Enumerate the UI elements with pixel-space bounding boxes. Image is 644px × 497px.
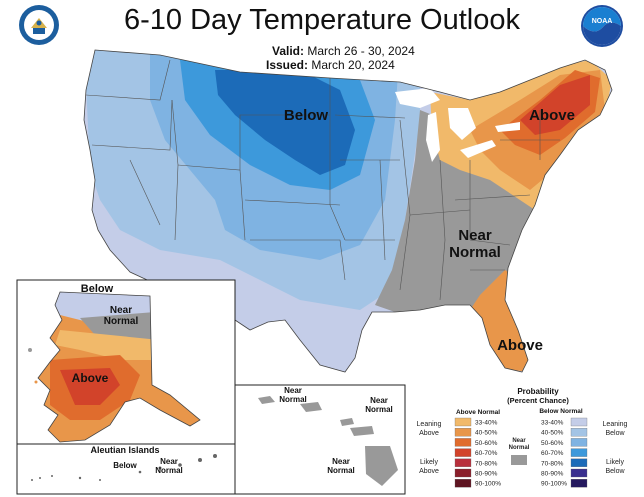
lake-erie (460, 140, 496, 158)
below-bin-label-0: 33-40% (541, 420, 564, 427)
lake-huron (448, 108, 476, 140)
near-normal-swatch (511, 455, 527, 465)
issued-label: Issued: (266, 58, 309, 72)
near-normal-legend-2: Normal (509, 445, 530, 451)
above-bin-label-2: 50-60% (475, 440, 498, 447)
below-swatch-2 (570, 438, 588, 447)
label-near-hawaii-2-text: Near (370, 396, 388, 405)
above-swatches: 33-40% 40-50% 50-60% 60-70% 70-80% 80-90% 90-1… (454, 417, 501, 488)
label-below-conus: Below (283, 107, 329, 124)
above-swatch-2 (454, 438, 472, 447)
label-near-normal-east: Near Normal (444, 227, 506, 261)
leaning-below-label-2: Below (605, 430, 625, 437)
issued-value: March 20, 2024 (311, 58, 395, 72)
legend-subtitle: (Percent Chance) (507, 396, 569, 405)
probability-legend: Probability (Percent Chance) Above Norma… (417, 387, 628, 488)
label-near-text: Near (458, 227, 492, 244)
label-near-hawaii-1-text: Near (284, 386, 302, 395)
label-near-normal-hawaii-1: Near Normal (276, 386, 310, 405)
label-near-normal-alaska: Near Normal (96, 305, 146, 327)
below-bin-label-4: 70-80% (541, 460, 564, 467)
doc-seal-icon (19, 5, 59, 45)
above-swatch-5 (454, 468, 472, 478)
legend-above-header: Above Normal (456, 409, 500, 416)
above-bin-label-1: 40-50% (475, 430, 498, 437)
above-swatch-3 (454, 448, 472, 457)
label-above-southeast: Above (497, 337, 543, 354)
issued-date: Issued: March 20, 2024 (266, 58, 395, 72)
lake-ontario (495, 122, 520, 132)
label-normal-aleutian-text: Normal (155, 465, 183, 475)
below-swatches: 33-40% 40-50% 50-60% 60-70% 70-80% 80-90% 90-1… (541, 417, 588, 488)
above-swatch-1 (454, 428, 472, 437)
below-bin-label-6: 90-100% (541, 481, 567, 488)
likely-below-label-2: Below (605, 468, 625, 475)
below-swatch-5 (570, 468, 588, 478)
likely-below-label-1: Likely (606, 459, 624, 466)
noaa-logo-text: NOAA (592, 18, 613, 25)
label-normal-hawaii-1-text: Normal (279, 394, 307, 404)
above-bin-label-3: 60-70% (475, 450, 498, 457)
above-bin-label-6: 90-100% (475, 481, 501, 488)
above-swatch-0 (454, 417, 472, 427)
leaning-above-label-2: Above (419, 430, 439, 437)
label-normal-hawaii-2-text: Normal (365, 404, 393, 414)
valid-date: Valid: March 26 - 30, 2024 (272, 44, 415, 58)
legend-title: Probability (517, 387, 559, 396)
above-bin-label-4: 70-80% (475, 460, 498, 467)
below-swatch-1 (570, 428, 588, 437)
label-above-northeast: Above (529, 107, 575, 124)
likely-above-label-1: Likely (420, 459, 438, 466)
above-bin-label-5: 80-90% (475, 471, 498, 478)
below-bin-label-2: 50-60% (541, 440, 564, 447)
label-near-alaska-text: Near (109, 305, 133, 316)
label-near-normal-hawaii-2: Near Normal (362, 396, 396, 415)
lake-superior (395, 88, 440, 108)
label-below-aleutian: Below (113, 461, 137, 470)
label-below-alaska: Below (80, 283, 114, 295)
label-near-normal-aleutian: Near Normal (152, 457, 186, 476)
below-bin-label-5: 80-90% (541, 471, 564, 478)
below-swatch-0 (570, 417, 588, 427)
label-near-hawaii-3-text: Near (332, 457, 350, 466)
noaa-logo-icon: NOAA (581, 5, 623, 47)
valid-value: March 26 - 30, 2024 (307, 44, 415, 58)
label-normal-text: Normal (449, 243, 501, 261)
label-normal-alaska-text: Normal (103, 316, 139, 327)
leaning-above-label-1: Leaning (417, 421, 442, 428)
below-bin-label-3: 60-70% (541, 450, 564, 457)
map-title: 6-10 Day Temperature Outlook (123, 4, 520, 36)
legend-below-header: Below Normal (539, 408, 583, 415)
leaning-below-label-1: Leaning (603, 421, 628, 428)
near-normal-legend-1: Near (512, 438, 526, 444)
below-swatch-3 (570, 448, 588, 457)
above-swatch-6 (454, 479, 472, 488)
aleutian-title: Aleutian Islands (90, 445, 160, 455)
likely-above-label-2: Above (419, 468, 439, 475)
below-swatch-4 (570, 458, 588, 467)
above-bin-label-0: 33-40% (475, 420, 498, 427)
label-normal-hawaii-3-text: Normal (327, 465, 355, 475)
above-swatch-4 (454, 458, 472, 467)
label-near-aleutian-text: Near (160, 457, 178, 466)
valid-label: Valid: (272, 44, 305, 58)
below-swatch-6 (570, 479, 588, 488)
state-borders (85, 59, 560, 301)
label-near-normal-hawaii-3: Near Normal (324, 457, 358, 476)
below-bin-label-1: 40-50% (541, 430, 564, 437)
lake-michigan (426, 112, 440, 162)
label-above-alaska: Above (71, 371, 109, 385)
